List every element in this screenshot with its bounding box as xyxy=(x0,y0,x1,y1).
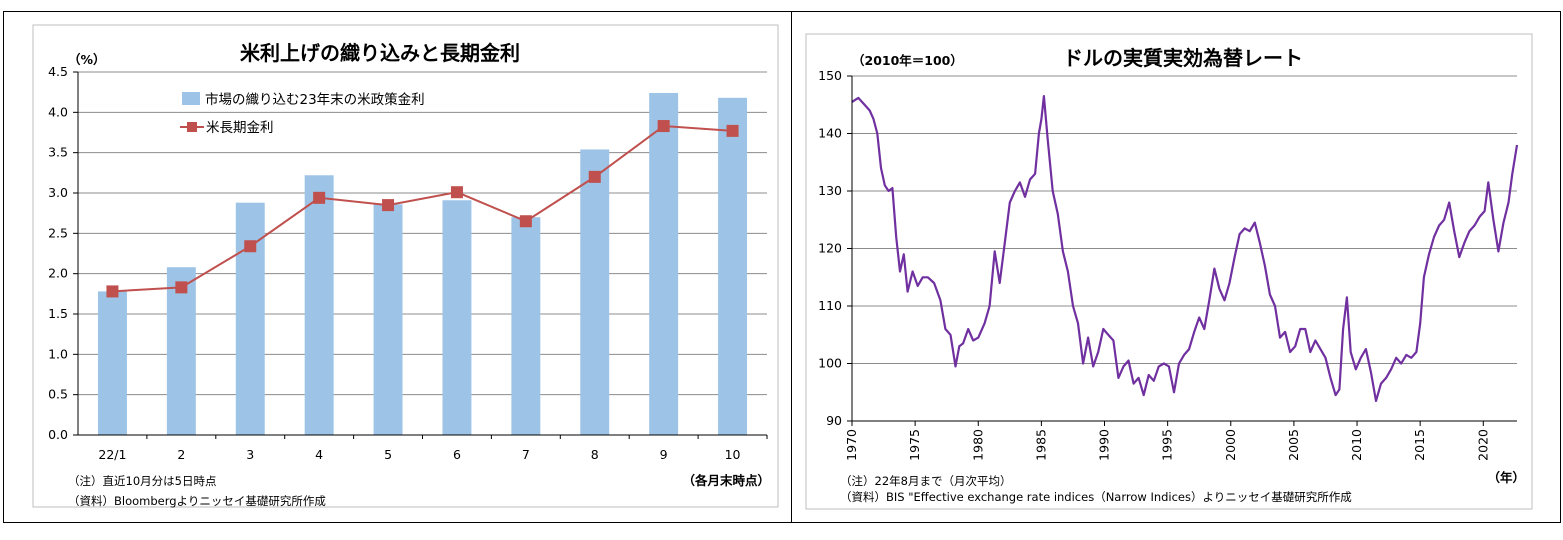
left-line-marker xyxy=(588,170,601,183)
left-bar xyxy=(373,204,403,435)
left-line-marker xyxy=(382,199,395,212)
left-x-tick-label: 4 xyxy=(315,447,323,462)
left-line-marker xyxy=(726,124,739,137)
left-bar-series xyxy=(97,92,748,436)
left-x-tick-label: 5 xyxy=(384,447,392,462)
left-line-marker xyxy=(519,215,532,228)
legend-line-label: 米長期金利 xyxy=(206,120,274,136)
left-y-tick-label: 0.0 xyxy=(48,427,68,442)
left-bar xyxy=(442,200,472,435)
left-line-marker xyxy=(657,120,670,133)
left-line-path xyxy=(112,124,733,293)
right-axes: 90 100 110 120 130 140 150 1970 1975 1980 1985 1990… xyxy=(818,68,1517,461)
right-x-unit: （年） xyxy=(1487,470,1525,485)
left-y-tick-label: 4.5 xyxy=(48,64,68,79)
right-y-tick-label: 140 xyxy=(818,126,842,141)
left-bar xyxy=(304,175,334,435)
right-chart-panel xyxy=(791,11,1561,523)
left-line-marker xyxy=(450,186,463,199)
right-y-tick-label: 90 xyxy=(826,413,842,428)
left-legend: 市場の織り込む23年末の米政策金利 米長期金利 xyxy=(180,91,425,136)
right-x-tick-label: 1985 xyxy=(1033,429,1048,461)
right-y-tick-label: 110 xyxy=(818,298,842,313)
left-line-marker xyxy=(313,191,326,204)
left-x-tick-label: 3 xyxy=(246,447,254,462)
left-bar xyxy=(97,291,127,435)
right-x-tick-label: 2020 xyxy=(1475,429,1490,461)
left-x-tick-label: 8 xyxy=(591,447,599,462)
left-bar xyxy=(580,149,610,435)
right-line-path xyxy=(851,94,1519,402)
right-line-series xyxy=(851,94,1519,402)
left-y-tick-label: 3.5 xyxy=(48,145,68,160)
left-y-tick-label: 2.5 xyxy=(48,225,68,240)
right-x-tick-label: 2015 xyxy=(1412,429,1427,461)
right-y-tick-label: 100 xyxy=(818,356,842,371)
left-bar xyxy=(718,97,748,436)
left-x-tick-label: 7 xyxy=(522,447,530,462)
left-x-tick-label: 6 xyxy=(453,447,461,462)
left-y-tick-label: 4.0 xyxy=(48,104,68,119)
left-line-series xyxy=(106,120,739,298)
right-y-unit-label: （2010年＝100） xyxy=(852,53,963,68)
right-x-tick-label: 2005 xyxy=(1286,429,1301,461)
left-y-tick-label: 1.5 xyxy=(48,306,68,321)
left-line-marker xyxy=(244,240,257,253)
right-x-tick-label: 1990 xyxy=(1097,429,1112,461)
left-x-tick-label: 10 xyxy=(725,447,741,462)
left-x-tick-label: 22/1 xyxy=(98,447,126,462)
right-note-2: （資料）BIS "Effective exchange rate indices… xyxy=(840,490,1352,504)
right-x-tick-label: 2010 xyxy=(1349,429,1364,461)
right-x-tick-label: 1995 xyxy=(1160,429,1175,461)
reer-chart: ドルの実質実効為替レート （2010年＝100） 90 100 110 120 130 1… xyxy=(805,33,1533,510)
left-line-marker xyxy=(106,285,119,298)
left-y-tick-label: 2.0 xyxy=(48,266,68,281)
left-bar xyxy=(166,267,196,435)
right-x-tick-label: 1970 xyxy=(844,429,859,461)
right-y-tick-label: 150 xyxy=(818,68,842,83)
left-y-tick-label: 3.0 xyxy=(48,185,68,200)
left-y-tick-label: 1.0 xyxy=(48,346,68,361)
rate-chart: 米利上げの織り込みと長期金利 （%） 0.0 0.5 1.0 1.5 2.0 2.5 3.0… xyxy=(32,24,779,508)
left-line-marker xyxy=(175,281,188,294)
left-x-tick-label: 9 xyxy=(660,447,668,462)
left-bar xyxy=(649,92,679,436)
right-x-tick-label: 1980 xyxy=(970,429,985,461)
left-note-2: （資料）Bloombergよりニッセイ基礎研究所作成 xyxy=(68,494,326,508)
right-y-tick-label: 120 xyxy=(818,241,842,256)
legend-line-marker xyxy=(187,122,197,132)
right-x-tick-label: 1975 xyxy=(907,429,922,461)
right-gridlines xyxy=(852,75,1517,422)
left-chart-area xyxy=(32,24,779,508)
left-bar xyxy=(511,217,541,435)
right-note-1: （注）22年8月まで（月次平均） xyxy=(840,474,1011,488)
right-chart-area xyxy=(805,33,1533,510)
left-x-tick-label: 2 xyxy=(177,447,185,462)
left-axes: 0.0 0.5 1.0 1.5 2.0 2.5 3.0 3.5 4.0 4.5 22/1 2 3 4 5 6 7… xyxy=(48,64,768,462)
right-y-tick-label: 130 xyxy=(818,183,842,198)
left-note-1: （注）直近10月分は5日時点 xyxy=(68,474,216,488)
right-x-tick-label: 2000 xyxy=(1223,429,1238,461)
left-chart-title: 米利上げの織り込みと長期金利 xyxy=(240,41,520,65)
left-x-note: （各月末時点） xyxy=(682,473,770,488)
left-y-unit-label: （%） xyxy=(68,52,106,67)
left-y-tick-label: 0.5 xyxy=(48,387,68,402)
legend-bar-label: 市場の織り込む23年末の米政策金利 xyxy=(205,91,425,108)
right-chart-title: ドルの実質実効為替レート xyxy=(1063,46,1303,70)
legend-bar-swatch xyxy=(182,92,200,105)
